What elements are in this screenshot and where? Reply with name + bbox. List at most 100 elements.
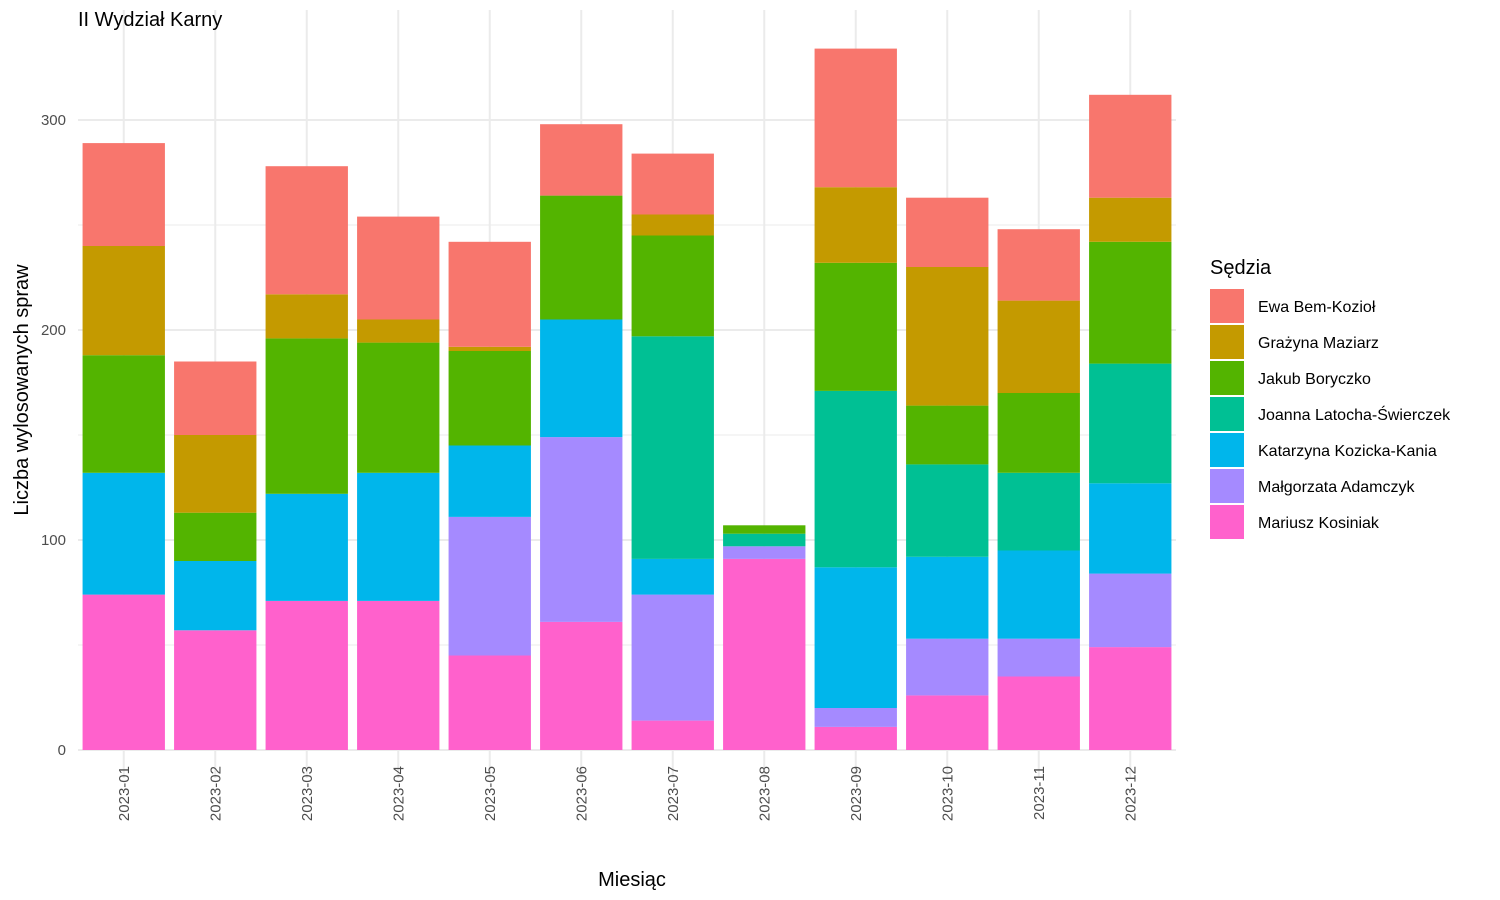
bar-segment <box>631 214 714 236</box>
bar-segment <box>82 246 165 356</box>
legend-item: Jakub Boryczko <box>1210 361 1371 395</box>
bar-segment <box>448 445 531 517</box>
bar-segment <box>723 533 806 547</box>
legend-item: Ewa Bem-Kozioł <box>1210 289 1376 323</box>
y-axis-title: Liczba wylosowanych spraw <box>11 264 33 516</box>
bar-stack-2023-08 <box>723 525 806 750</box>
bar-segment <box>357 600 440 750</box>
legend-label: Jakub Boryczko <box>1258 371 1371 388</box>
bar-segment <box>1089 647 1172 750</box>
bar-segment <box>265 166 348 295</box>
x-tick-label: 2023-06 <box>573 766 590 821</box>
legend-swatch <box>1210 289 1244 323</box>
bar-segment <box>814 567 897 708</box>
legend-label: Małgorzata Adamczyk <box>1258 479 1416 496</box>
bar-segment <box>997 676 1080 750</box>
x-tick-label: 2023-03 <box>299 766 316 821</box>
bar-segment <box>1089 197 1172 242</box>
bar-segment <box>82 472 165 595</box>
bars <box>82 48 1172 750</box>
bar-segment <box>540 621 623 750</box>
bar-stack-2023-02 <box>174 361 257 750</box>
y-tick-label: 100 <box>41 532 66 549</box>
legend-item: Małgorzata Adamczyk <box>1210 469 1416 503</box>
bar-segment <box>906 638 989 696</box>
y-tick-label: 200 <box>41 322 66 339</box>
bar-segment <box>448 351 531 446</box>
bar-segment <box>357 216 440 320</box>
bar-segment <box>174 630 257 750</box>
bar-segment <box>631 720 714 750</box>
legend-label: Mariusz Kosiniak <box>1258 515 1380 532</box>
legend-swatch <box>1210 361 1244 395</box>
bar-segment <box>906 556 989 639</box>
bar-segment <box>723 558 806 750</box>
legend-label: Grażyna Maziarz <box>1258 335 1379 352</box>
bar-segment <box>631 594 714 721</box>
bar-stack-2023-11 <box>997 229 1080 750</box>
bar-segment <box>1089 94 1172 198</box>
y-tick-label: 300 <box>41 112 66 129</box>
bar-segment <box>265 338 348 494</box>
bar-segment <box>1089 363 1172 484</box>
legend-item: Mariusz Kosiniak <box>1210 505 1380 539</box>
legend-swatch <box>1210 433 1244 467</box>
bar-stack-2023-06 <box>540 124 623 750</box>
bar-stack-2023-07 <box>631 153 714 750</box>
legend-item: Grażyna Maziarz <box>1210 325 1379 359</box>
bar-segment <box>448 516 531 656</box>
bar-segment <box>265 294 348 339</box>
bar-stack-2023-03 <box>265 166 348 750</box>
bar-segment <box>540 124 623 196</box>
bar-segment <box>631 336 714 559</box>
x-tick-label: 2023-07 <box>665 766 682 821</box>
bar-segment <box>174 512 257 561</box>
legend-item: Katarzyna Kozicka-Kania <box>1210 433 1437 467</box>
bar-segment <box>265 493 348 601</box>
bar-segment <box>631 558 714 595</box>
bar-segment <box>540 437 623 622</box>
bar-stack-2023-01 <box>82 143 165 750</box>
bar-segment <box>448 346 531 351</box>
legend-swatch <box>1210 505 1244 539</box>
bar-segment <box>82 143 165 246</box>
bar-segment <box>82 594 165 750</box>
legend-label: Joanna Latocha-Świerczek <box>1258 405 1451 424</box>
bar-segment <box>448 241 531 347</box>
x-tick-label: 2023-05 <box>482 766 499 821</box>
bar-segment <box>814 262 897 391</box>
x-tick-label: 2023-12 <box>1122 766 1139 821</box>
bar-segment <box>631 153 714 215</box>
bar-segment <box>814 390 897 568</box>
bar-segment <box>997 300 1080 393</box>
x-tick-label: 2023-01 <box>116 766 133 821</box>
bar-segment <box>357 472 440 601</box>
bar-segment <box>723 546 806 559</box>
bar-stack-2023-12 <box>1089 94 1172 750</box>
bar-segment <box>540 319 623 438</box>
bar-segment <box>997 638 1080 677</box>
bar-segment <box>540 195 623 320</box>
bar-segment <box>997 393 1080 473</box>
legend-label: Ewa Bem-Kozioł <box>1258 299 1376 316</box>
y-axis-ticks: 0 100 200 300 <box>41 112 66 759</box>
bar-segment <box>174 435 257 513</box>
bar-segment <box>174 361 257 435</box>
legend-swatch <box>1210 469 1244 503</box>
bar-segment <box>906 267 989 406</box>
bar-segment <box>814 187 897 263</box>
x-tick-label: 2023-04 <box>390 766 407 821</box>
bar-segment <box>1089 483 1172 574</box>
legend: Sędzia Ewa Bem-Kozioł Grażyna Maziarz Jaku… <box>1210 257 1451 539</box>
bar-segment <box>448 655 531 750</box>
bar-segment <box>357 319 440 343</box>
bar-segment <box>906 405 989 465</box>
legend-title: Sędzia <box>1210 257 1272 279</box>
bar-segment <box>997 550 1080 639</box>
bar-stack-2023-05 <box>448 241 531 750</box>
legend-label: Katarzyna Kozicka-Kania <box>1258 443 1437 460</box>
bar-segment <box>906 464 989 557</box>
x-tick-label: 2023-10 <box>939 766 956 821</box>
legend-item: Joanna Latocha-Świerczek <box>1210 397 1451 431</box>
